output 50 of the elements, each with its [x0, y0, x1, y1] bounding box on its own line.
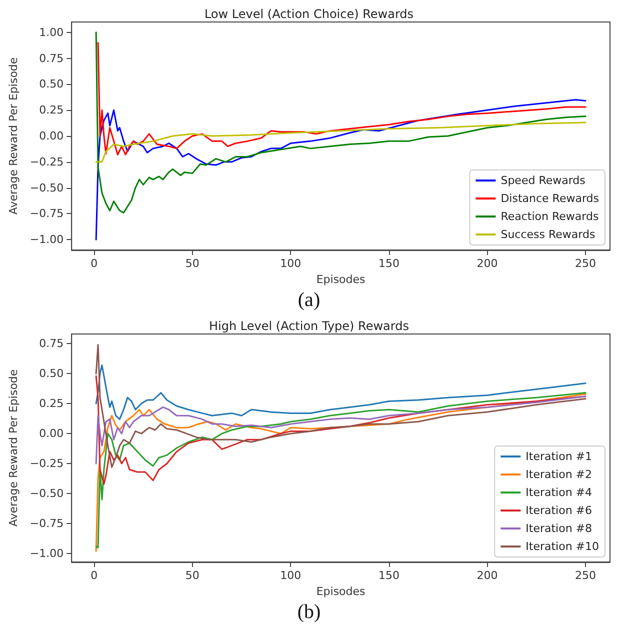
x-axis-title: Episodes: [316, 272, 366, 286]
y-tick-label: −0.25: [30, 155, 64, 168]
y-tick-label: 0.50: [39, 78, 64, 91]
x-tick-label: 150: [378, 569, 400, 582]
y-tick-label: 0.00: [39, 427, 64, 440]
y-tick-label: 0.75: [39, 52, 64, 65]
y-tick-label: 0.00: [39, 130, 64, 142]
legend-label: Iteration #8: [526, 522, 592, 535]
y-tick-label: −0.50: [30, 487, 64, 500]
y-tick-label: 0.75: [39, 337, 64, 350]
y-tick-label: 0.25: [39, 397, 64, 410]
line-series: [95, 364, 586, 420]
legend-label: Speed Rewards: [500, 174, 586, 187]
chart-title: High Level (Action Type) Rewards: [209, 319, 409, 333]
x-tick-label: 200: [476, 569, 498, 582]
legend-label: Success Rewards: [500, 228, 596, 241]
x-tick-label: 200: [476, 257, 498, 270]
y-tick-label: −1.00: [30, 547, 64, 560]
y-tick-label: −0.25: [30, 457, 64, 470]
text: (b): [297, 601, 321, 623]
line-series: [95, 122, 586, 163]
text: (a): [298, 289, 320, 311]
x-axis-title: Episodes: [316, 584, 366, 598]
y-tick-label: −1.00: [30, 233, 64, 246]
legend-label: Iteration #4: [526, 486, 592, 499]
y-tick-label: 0.50: [39, 367, 64, 380]
legend-label: Iteration #10: [526, 540, 600, 553]
y-tick-label: 1.00: [39, 26, 64, 39]
legend-label: Distance Rewards: [500, 192, 600, 205]
legend-label: Iteration #2: [526, 468, 592, 481]
x-tick-label: 250: [575, 569, 596, 582]
legend-label: Reaction Rewards: [500, 210, 599, 223]
line-series: [97, 42, 586, 156]
y-tick-label: −0.50: [30, 181, 64, 194]
legend-label: Iteration #6: [526, 504, 592, 517]
legend-label: Iteration #1: [526, 450, 592, 463]
x-tick-label: 50: [185, 569, 200, 582]
x-tick-label: 150: [378, 257, 400, 270]
x-tick-label: 0: [90, 569, 98, 582]
y-tick-label: −0.75: [30, 207, 64, 220]
x-tick-label: 100: [280, 257, 302, 270]
y-tick-label: 0.25: [39, 104, 64, 117]
x-tick-label: 100: [280, 569, 302, 582]
chart-title: Low Level (Action Choice) Rewards: [204, 7, 414, 21]
y-axis-title: Average Reward Per Episode: [7, 57, 20, 215]
x-tick-label: 0: [90, 257, 98, 270]
y-tick-label: −0.75: [30, 517, 64, 530]
x-tick-label: 250: [575, 257, 596, 270]
x-tick-label: 50: [185, 257, 200, 270]
y-axis-title: Average Reward Per Episode: [7, 369, 20, 527]
